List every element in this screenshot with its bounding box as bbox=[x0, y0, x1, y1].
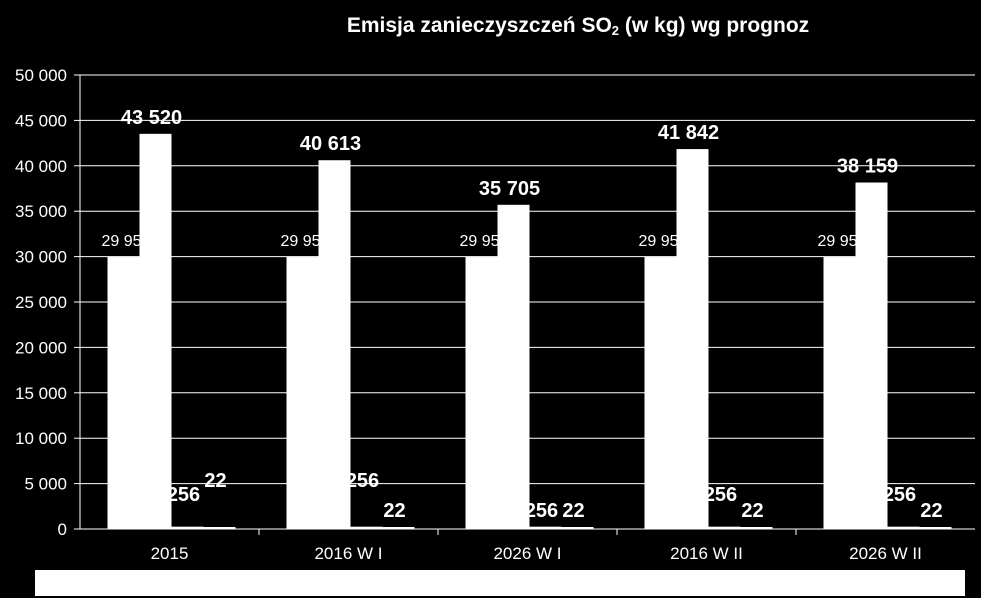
y-tick-label: 30 000 bbox=[15, 248, 67, 267]
data-label: 22 bbox=[204, 470, 226, 492]
data-label: 29 95 bbox=[280, 233, 320, 250]
bar bbox=[171, 526, 204, 529]
data-label: 40 613 bbox=[300, 133, 361, 155]
bar bbox=[676, 149, 709, 529]
data-label: 256 bbox=[346, 470, 379, 492]
bar bbox=[823, 257, 856, 529]
data-label: 29 95 bbox=[101, 233, 141, 250]
y-tick-label: 5 000 bbox=[24, 475, 67, 494]
category-label: 2016 W I bbox=[314, 544, 382, 563]
bar bbox=[350, 526, 383, 529]
y-tick-label: 0 bbox=[58, 520, 67, 539]
data-label: 41 842 bbox=[658, 122, 719, 144]
data-label: 256 bbox=[704, 484, 737, 506]
legend bbox=[35, 570, 965, 596]
bar bbox=[708, 526, 741, 529]
data-label: 29 95 bbox=[459, 233, 499, 250]
bar bbox=[887, 526, 920, 529]
bar bbox=[107, 257, 140, 529]
y-tick-label: 45 000 bbox=[15, 111, 67, 130]
data-label: 22 bbox=[562, 500, 584, 522]
chart-title-tail: (w kg) wg prognoz bbox=[619, 14, 810, 37]
category-label: 2026 W II bbox=[849, 544, 922, 563]
y-tick-label: 10 000 bbox=[15, 429, 67, 448]
data-label: 22 bbox=[383, 500, 405, 522]
category-label: 2026 W I bbox=[493, 544, 561, 563]
y-tick-label: 20 000 bbox=[15, 338, 67, 357]
data-label: 256 bbox=[167, 484, 200, 506]
category-label: 2015 bbox=[151, 544, 189, 563]
bar bbox=[382, 527, 415, 529]
bar bbox=[497, 204, 530, 530]
bar bbox=[286, 257, 319, 529]
data-label: 29 95 bbox=[817, 233, 857, 250]
data-label: 22 bbox=[741, 500, 763, 522]
bar bbox=[644, 257, 677, 529]
bar bbox=[561, 527, 594, 529]
bar bbox=[203, 527, 236, 529]
chart-title: Emisja zanieczyszczeń SO2 (w kg) wg prog… bbox=[0, 14, 981, 38]
y-tick-label: 50 000 bbox=[15, 66, 67, 85]
chart-title-subscript: 2 bbox=[611, 23, 620, 38]
bar bbox=[919, 527, 952, 529]
y-tick-label: 15 000 bbox=[15, 384, 67, 403]
data-label: 29 95 bbox=[638, 233, 678, 250]
bar bbox=[465, 257, 498, 529]
bar bbox=[855, 182, 888, 529]
data-label: 22 bbox=[920, 500, 942, 522]
category-label: 2016 W II bbox=[670, 544, 743, 563]
bar bbox=[529, 526, 562, 529]
bar bbox=[318, 160, 351, 530]
y-tick-label: 35 000 bbox=[15, 202, 67, 221]
data-label: 256 bbox=[883, 484, 916, 506]
data-label: 38 159 bbox=[837, 156, 898, 178]
y-tick-label: 40 000 bbox=[15, 157, 67, 176]
data-label: 43 520 bbox=[121, 107, 182, 129]
chart-title-main: Emisja zanieczyszczeń SO bbox=[346, 14, 612, 37]
bar bbox=[740, 527, 773, 529]
data-label: 35 705 bbox=[479, 178, 540, 200]
data-label: 256 bbox=[525, 500, 558, 522]
y-tick-label: 25 000 bbox=[15, 293, 67, 312]
bar bbox=[139, 133, 172, 530]
